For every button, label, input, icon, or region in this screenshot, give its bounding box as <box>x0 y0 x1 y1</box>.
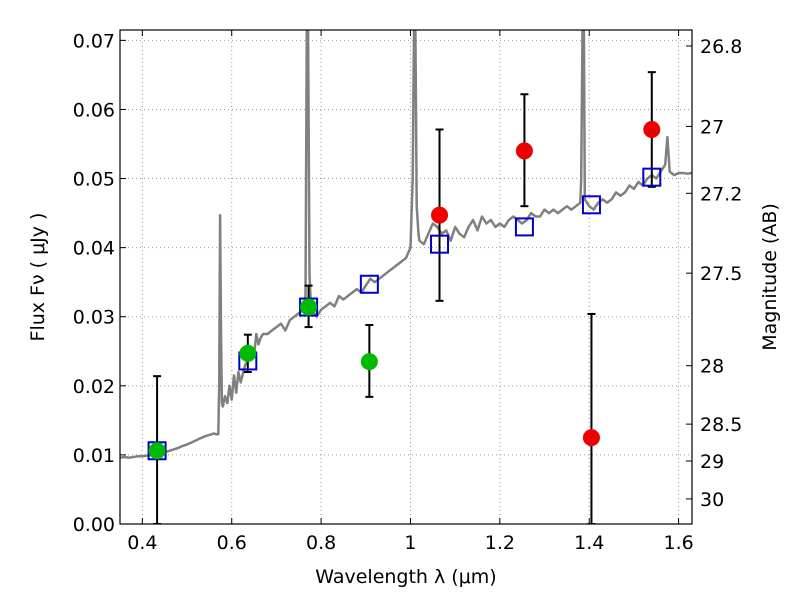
y-tick-label: 0.02 <box>73 376 115 398</box>
model-spectrum-line <box>120 30 692 459</box>
y-tick-label: 0.01 <box>73 445 115 467</box>
data-point <box>360 353 378 371</box>
x-tick-label: 1.6 <box>663 532 693 554</box>
data-point <box>643 120 661 138</box>
x-tick-label: 1.2 <box>485 532 515 554</box>
y-tick-label: 0.04 <box>73 238 115 260</box>
y2-tick-label: 28 <box>700 356 724 378</box>
y2-tick-label: 29 <box>700 451 724 473</box>
x-tick-labels: 0.4 0.6 0.8 1 1.2 1.4 1.6 <box>127 532 693 554</box>
x-tick-label: 1 <box>404 532 416 554</box>
data-point <box>515 142 533 160</box>
y-tick-label: 0.07 <box>73 30 115 52</box>
y-axis-label: Flux Fν ( μJy ) <box>27 213 49 342</box>
y2-tick-label: 26.8 <box>700 36 742 58</box>
y-tick-label: 0.06 <box>73 99 115 121</box>
y-tick-label: 0.00 <box>73 514 115 536</box>
data-point <box>148 442 166 460</box>
model-square-marker <box>430 234 450 254</box>
model-square-marker <box>514 217 534 237</box>
model-square-marker <box>581 195 601 215</box>
x-tick-label: 0.4 <box>127 532 157 554</box>
y2-tick-label: 28.5 <box>700 414 742 436</box>
data-point <box>582 429 600 447</box>
y-tick-labels: 0.00 0.01 0.02 0.03 0.04 0.05 0.06 0.07 <box>73 30 115 536</box>
y2-axis-label: Magnitude (AB) <box>759 203 781 351</box>
model-square-marker <box>359 274 379 294</box>
y2-tick-label: 30 <box>700 489 724 511</box>
x-tick-label: 0.6 <box>217 532 247 554</box>
x-tick-label: 1.4 <box>574 532 604 554</box>
y2-tick-label: 27.2 <box>700 183 742 205</box>
y2-tick-label: 27 <box>700 116 724 138</box>
x-axis-label: Wavelength λ (μm) <box>315 566 496 588</box>
plot-frame <box>119 29 693 525</box>
observed-photometry-points <box>148 120 661 460</box>
y-tick-label: 0.03 <box>73 307 115 329</box>
y-tick-label: 0.05 <box>73 169 115 191</box>
model-square-marker <box>642 167 662 187</box>
data-point <box>300 298 318 316</box>
data-point <box>431 206 449 224</box>
x-tick-label: 0.8 <box>306 532 336 554</box>
y2-tick-labels: 26.8 27 27.2 27.5 28 28.5 29 30 <box>700 36 742 511</box>
data-point <box>239 344 257 362</box>
axis-ticks <box>120 30 692 525</box>
y2-tick-label: 27.5 <box>700 263 742 285</box>
